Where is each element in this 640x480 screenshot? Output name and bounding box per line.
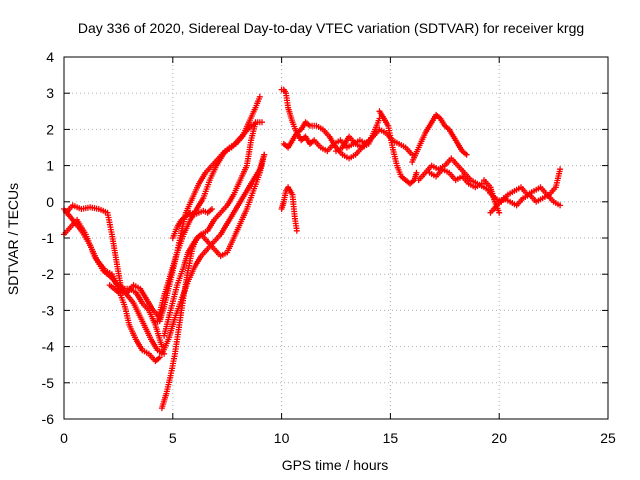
series-track-8	[158, 151, 268, 357]
x-tick-label: 25	[600, 430, 616, 446]
series-track-9	[161, 151, 268, 339]
x-tick-label: 10	[274, 430, 290, 446]
x-tick-label: 0	[60, 430, 68, 446]
y-tick-label: 0	[46, 194, 54, 210]
y-tick-label: -6	[42, 411, 55, 427]
grid	[64, 57, 608, 419]
y-tick-label: -2	[42, 266, 55, 282]
y-tick-label: -5	[42, 375, 55, 391]
y-tick-label: 2	[46, 121, 54, 137]
y-tick-label: 1	[46, 158, 54, 174]
series-track-4	[106, 282, 163, 321]
series-track-13	[278, 184, 300, 234]
series-track-14	[333, 115, 383, 155]
y-tick-label: -4	[42, 339, 55, 355]
series-track-21	[481, 177, 503, 216]
y-axis-label: SDTVAR / TECUs	[5, 183, 21, 295]
y-tick-label: -3	[42, 302, 55, 318]
y-tick-label: 4	[46, 49, 54, 65]
x-tick-label: 20	[491, 430, 507, 446]
series-track-3	[63, 202, 168, 357]
axis-ticks: 0 5 10 15 20 25 -6 -5 -4 -3 -2 -1 0 1 2 3 4	[42, 49, 616, 446]
series-track-15	[376, 108, 420, 187]
series-track-10	[169, 206, 215, 241]
series-track-12	[280, 119, 372, 162]
series-track-17	[415, 155, 494, 194]
series-track-18	[426, 166, 485, 191]
y-tick-label: -1	[42, 230, 55, 246]
series-track-16	[409, 111, 470, 165]
y-tick-label: 3	[46, 85, 54, 101]
data-series	[61, 86, 564, 412]
x-tick-label: 15	[383, 430, 399, 446]
chart-title: Day 336 of 2020, Sidereal Day-to-day VTE…	[78, 20, 584, 36]
x-axis-label: GPS time / hours	[282, 457, 389, 473]
x-tick-label: 5	[169, 430, 177, 446]
